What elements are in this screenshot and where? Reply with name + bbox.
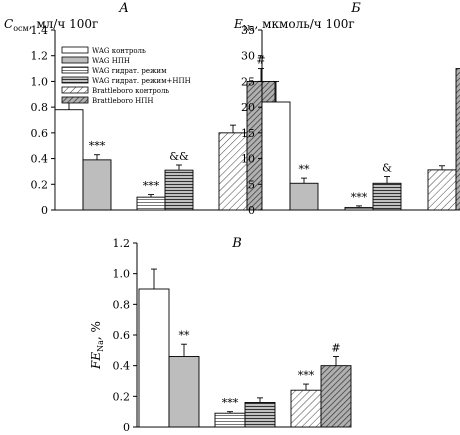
- significance-label: ***: [89, 140, 106, 153]
- panel-a: А Cосм, мл/ч 100г 0 0.2 0.4 0.6 0.8 1.0 1.2 1.4…: [4, 1, 276, 217]
- y-tick-label: 0: [41, 204, 48, 217]
- significance-label: **: [299, 163, 311, 176]
- legend-swatch-brattleboro-control: [61, 86, 89, 94]
- legend-label: WAG гидрат. режим: [92, 67, 167, 75]
- bar: [138, 288, 170, 428]
- legend-label: WAG гидрат. режим+НПН: [92, 77, 191, 85]
- y-tick-label: 1.2: [113, 237, 131, 250]
- legend: WAG контроль WAG НПН WAG гидрат. режим W…: [61, 46, 191, 105]
- significance-label: #: [331, 341, 340, 354]
- panel-b: Б ENa, мкмоль/ч 100г 05101520253035*****…: [233, 1, 460, 217]
- bar: [344, 206, 374, 211]
- significance-label: ***: [143, 180, 160, 193]
- bar: [455, 68, 460, 211]
- y-tick-label: 0.4: [31, 153, 49, 166]
- panel-c: В FENa, % 00.20.40.60.81.01.2********#: [89, 236, 352, 434]
- panel-b-label: Б: [350, 1, 361, 16]
- legend-swatch-brattleboro-npn: [61, 96, 89, 104]
- y-tick-label: 25: [241, 75, 255, 88]
- legend-label: WAG НПН: [92, 57, 130, 65]
- panel-a-label: А: [118, 1, 129, 16]
- y-tick-label: 1.0: [113, 268, 131, 281]
- legend-swatch-wag-control: [61, 46, 89, 54]
- legend-label: Brattleboro НПН: [92, 97, 153, 105]
- y-tick-label: 15: [241, 127, 255, 140]
- y-tick-label: 1.2: [31, 50, 49, 63]
- legend-label: Brattleboro контроль: [92, 87, 169, 95]
- bar: [261, 101, 291, 211]
- panel-c-ylabel-rest: , %: [89, 321, 103, 340]
- y-tick-label: 0.2: [31, 178, 49, 191]
- significance-label: &: [382, 162, 392, 175]
- legend-swatch-wag-npn: [61, 56, 89, 64]
- y-tick-label: 0: [123, 421, 130, 434]
- legend-entry: WAG гидрат. режим+НПН: [61, 76, 191, 85]
- y-tick-label: 10: [241, 153, 255, 166]
- panel-a-ylabel-rest: , мл/ч 100г: [29, 17, 99, 31]
- y-tick-label: 35: [241, 24, 255, 37]
- bar: [168, 356, 200, 428]
- panel-c-label: В: [231, 236, 242, 251]
- panel-a-ylabel: Cосм, мл/ч 100г: [4, 17, 98, 33]
- panel-a-plot: 0 0.2 0.4 0.6 0.8 1.0 1.2 1.4 *** *** && #: [31, 24, 276, 217]
- panel-a-ylabel-main: C: [4, 17, 13, 31]
- bar: [427, 169, 457, 211]
- panel-b-ylabel-sub: Na: [243, 24, 255, 33]
- y-tick-label: 0.8: [31, 101, 49, 114]
- bar: [244, 402, 276, 428]
- legend-entry: WAG контроль: [61, 46, 146, 55]
- significance-label: &&: [169, 150, 189, 163]
- significance-label: #: [256, 54, 265, 67]
- legend-swatch-wag-hydr: [61, 66, 89, 74]
- panel-c-plot: 00.20.40.60.81.01.2********#: [113, 237, 352, 434]
- legend-swatch-wag-hydr-npn: [61, 76, 89, 84]
- significance-label: ***: [298, 369, 315, 382]
- bar: [218, 132, 248, 211]
- panel-a-ylabel-sub: осм: [13, 24, 29, 33]
- y-tick-label: 1.0: [31, 75, 49, 88]
- panel-c-ylabel: FENa, %: [89, 321, 105, 370]
- bar: [289, 182, 319, 211]
- legend-entry: WAG гидрат. режим: [61, 66, 167, 75]
- panel-b-ylabel-main: E: [233, 17, 243, 31]
- bar: [372, 182, 402, 211]
- legend-entry: WAG НПН: [61, 56, 130, 65]
- significance-label: ***: [351, 191, 368, 204]
- y-tick-label: 0.6: [31, 127, 49, 140]
- legend-entry: Brattleboro НПН: [61, 96, 153, 105]
- y-tick-label: 5: [248, 178, 255, 191]
- y-tick-label: 0: [248, 204, 255, 217]
- panel-c-ylabel-sub: Na: [96, 340, 105, 352]
- bar: [136, 196, 166, 211]
- y-tick-label: 20: [241, 101, 255, 114]
- bar: [82, 159, 112, 211]
- bar: [164, 169, 194, 211]
- y-tick-label: 0.8: [113, 298, 131, 311]
- y-tick-label: 0.2: [113, 390, 131, 403]
- bar: [214, 412, 246, 428]
- panel-b-ylabel-rest: , мкмоль/ч 100г: [255, 17, 355, 31]
- y-tick-label: 30: [241, 50, 255, 63]
- legend-label: WAG контроль: [92, 47, 146, 55]
- legend-entry: Brattleboro контроль: [61, 86, 169, 95]
- significance-label: ***: [222, 397, 239, 410]
- bar: [54, 109, 84, 211]
- y-tick-label: 1.4: [31, 24, 49, 37]
- bar: [320, 365, 352, 428]
- panel-c-ylabel-main: FE: [89, 352, 103, 370]
- y-tick-label: 0.6: [113, 329, 131, 342]
- significance-label: **: [179, 329, 191, 342]
- panel-b-ylabel: ENa, мкмоль/ч 100г: [233, 17, 355, 33]
- bar: [290, 389, 322, 428]
- y-tick-label: 0.4: [113, 360, 131, 373]
